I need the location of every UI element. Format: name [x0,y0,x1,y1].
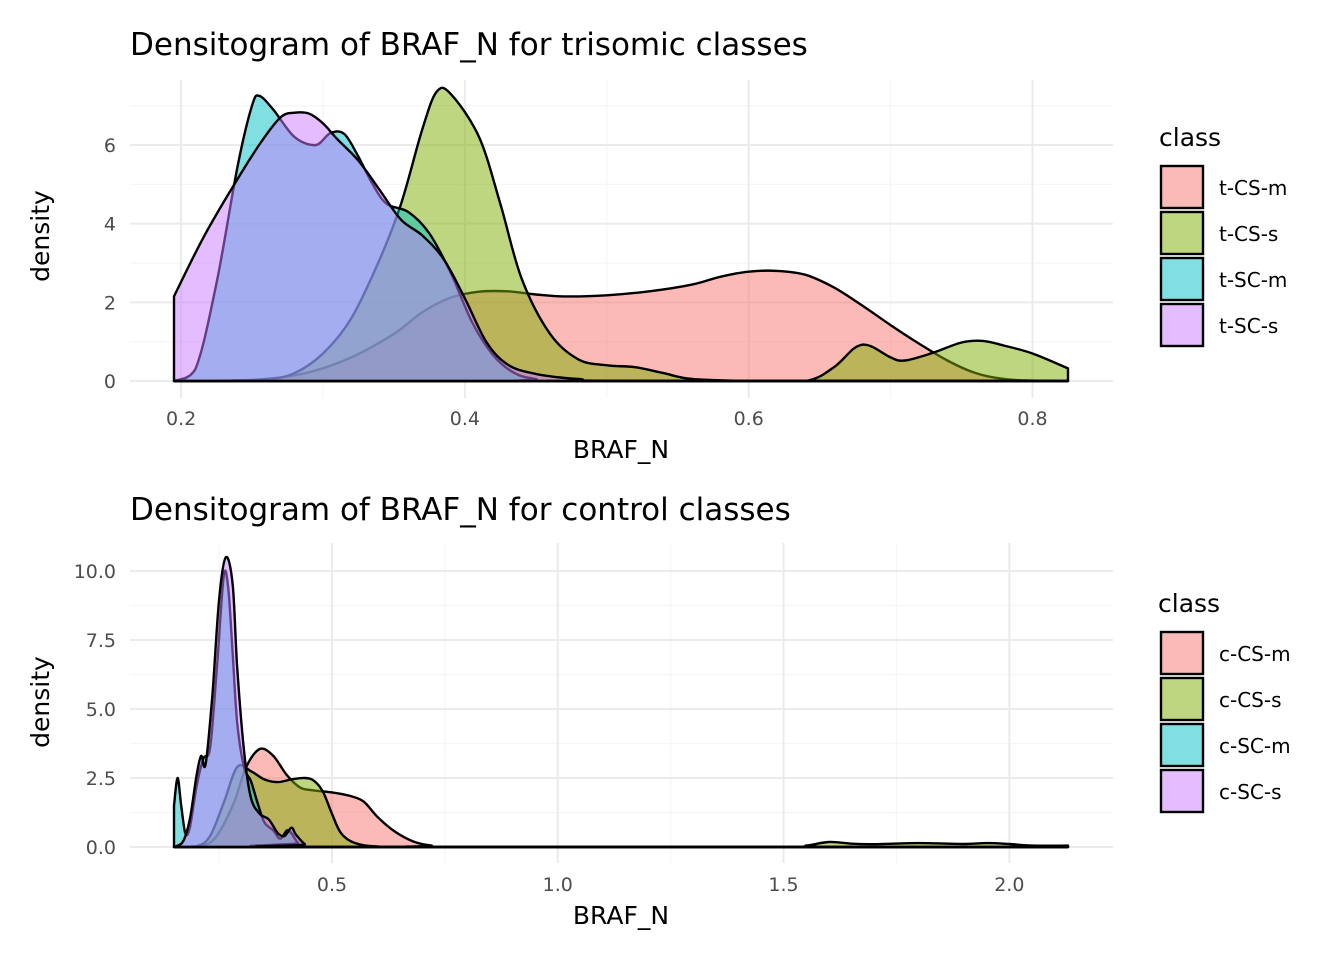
trisomic-legend-item: t-SC-s [1159,302,1278,348]
control-density-fill-c-SC-s [174,556,1068,847]
control-legend-title: class [1158,589,1220,618]
trisomic-x-tick-label: 0.2 [166,408,196,430]
trisomic-x-tick-labels: 0.2 0.4 0.6 0.8 [166,408,1048,430]
control-chart-title: Densitogram of BRAF_N for control classe… [130,492,791,528]
trisomic-legend-label: t-SC-m [1219,268,1287,292]
control-panel: Densitogram of BRAF_N for control classe… [26,492,1291,930]
control-x-tick-label: 1.5 [768,874,798,896]
trisomic-legend-item: t-CS-s [1159,210,1278,256]
trisomic-legend-items: t-CS-m t-CS-s t-SC-m t-SC-s [1159,164,1287,348]
trisomic-legend-item: t-CS-m [1159,164,1287,210]
control-x-tick-label: 1.0 [543,874,573,896]
trisomic-legend-label: t-CS-m [1219,176,1287,200]
control-density-outline-c-CS-s [172,763,1070,849]
control-legend-swatch-c-CS-m [1159,630,1205,676]
trisomic-legend-item: t-SC-m [1159,256,1287,302]
trisomic-y-axis-title: density [26,190,55,282]
trisomic-y-tick-label: 6 [104,135,116,157]
trisomic-density-areas [172,86,1070,383]
trisomic-legend-label: t-CS-s [1219,222,1278,246]
trisomic-panel: Densitogram of BRAF_N for trisomic class… [26,27,1287,464]
trisomic-x-tick-label: 0.8 [1017,408,1047,430]
trisomic-legend-label: t-SC-s [1219,314,1278,338]
trisomic-density-outline-t-SC-s [172,111,1070,383]
control-legend-item: c-CS-m [1159,630,1291,676]
trisomic-y-tick-label: 0 [104,371,116,393]
control-y-tick-label: 10.0 [74,561,116,583]
trisomic-legend-swatch-t-CS-s [1159,210,1205,256]
trisomic-legend-swatch-t-SC-m [1159,256,1205,302]
trisomic-legend-title: class [1159,123,1221,152]
control-legend-label: c-CS-m [1219,642,1291,666]
trisomic-x-tick-label: 0.4 [450,408,480,430]
control-legend-swatch-c-SC-m [1159,722,1205,768]
trisomic-chart-title: Densitogram of BRAF_N for trisomic class… [130,27,808,63]
control-x-tick-label: 2.0 [994,874,1024,896]
control-legend-label: c-CS-s [1219,688,1282,712]
control-y-tick-labels: 0.0 2.5 5.0 7.5 10.0 [74,561,116,859]
control-y-tick-label: 7.5 [86,630,116,652]
trisomic-density-fill-t-SC-s [174,112,1068,381]
trisomic-y-tick-label: 4 [104,214,116,236]
control-legend-item: c-SC-s [1159,768,1282,814]
control-x-tick-label: 0.5 [317,874,347,896]
trisomic-x-tick-label: 0.6 [734,408,764,430]
control-y-tick-label: 0.0 [86,837,116,859]
trisomic-legend-swatch-t-CS-m [1159,164,1205,210]
control-legend-swatch-c-CS-s [1159,676,1205,722]
control-legend-swatch-c-SC-s [1159,768,1205,814]
control-legend-item: c-CS-s [1159,676,1282,722]
trisomic-legend: class t-CS-m t-CS-s t-SC-m t-SC-s [1159,123,1287,348]
control-legend-label: c-SC-s [1219,780,1282,804]
control-x-tick-labels: 0.5 1.0 1.5 2.0 [317,874,1024,896]
trisomic-x-axis-title: BRAF_N [573,435,669,464]
control-density-areas [172,555,1070,849]
control-legend: class c-CS-m c-CS-s c-SC-m c-SC-s [1158,589,1291,814]
control-y-axis-title: density [26,656,55,748]
control-legend-label: c-SC-m [1219,734,1291,758]
trisomic-legend-swatch-t-SC-s [1159,302,1205,348]
control-legend-items: c-CS-m c-CS-s c-SC-m c-SC-s [1159,630,1291,814]
control-density-outline-c-SC-s [172,555,1070,849]
trisomic-y-tick-labels: 0 2 4 6 [104,135,116,393]
control-y-tick-label: 2.5 [86,768,116,790]
control-x-axis-title: BRAF_N [573,901,669,930]
trisomic-y-tick-label: 2 [104,292,116,314]
control-y-tick-label: 5.0 [86,699,116,721]
control-legend-item: c-SC-m [1159,722,1291,768]
